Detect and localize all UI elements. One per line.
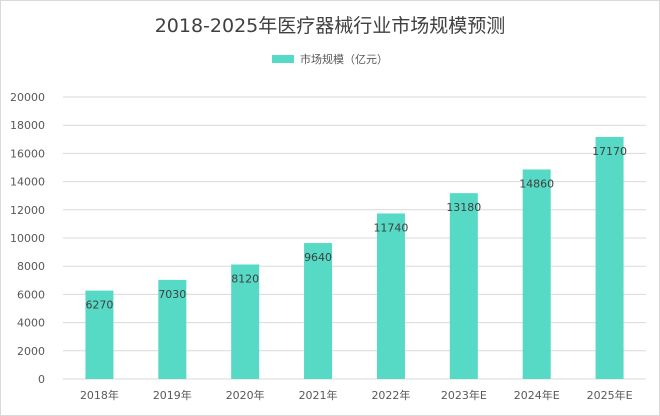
bar <box>158 279 187 379</box>
bar <box>595 136 624 379</box>
bar <box>231 264 260 379</box>
data-label: 11740 <box>373 221 408 234</box>
x-tick-label: 2018年 <box>80 388 119 402</box>
x-tick-label: 2025年E <box>587 388 633 402</box>
x-tick-label: 2022年 <box>371 388 410 402</box>
y-tick-label: 14000 <box>10 176 45 189</box>
x-tick-label: 2024年E <box>514 388 560 402</box>
y-tick-label: 2000 <box>17 345 45 358</box>
chart-title: 2018-2025年医疗器械行业市场规模预测 <box>154 15 506 37</box>
x-tick-label: 2023年E <box>441 388 487 402</box>
x-tick-label: 2019年 <box>153 388 192 402</box>
data-label: 17170 <box>592 145 627 158</box>
data-label: 8120 <box>231 273 259 286</box>
y-tick-label: 16000 <box>10 147 45 160</box>
y-tick-label: 18000 <box>10 119 45 132</box>
bar <box>85 290 114 379</box>
y-tick-label: 10000 <box>10 232 45 245</box>
data-label: 6270 <box>85 299 113 312</box>
legend-label: 市场规模（亿元） <box>300 53 388 66</box>
bar <box>522 169 551 379</box>
chart-legend: 市场规模（亿元） <box>1 51 659 67</box>
data-label: 9640 <box>304 251 332 264</box>
bar <box>449 193 478 379</box>
y-tick-label: 20000 <box>10 91 45 104</box>
y-tick-label: 6000 <box>17 288 45 301</box>
y-tick-label: 4000 <box>17 317 45 330</box>
data-label: 14860 <box>519 177 554 190</box>
bar <box>376 213 405 379</box>
legend-swatch <box>272 55 294 63</box>
y-tick-label: 0 <box>38 373 45 386</box>
data-label: 13180 <box>446 201 481 214</box>
y-tick-label: 12000 <box>10 204 45 217</box>
data-label: 7030 <box>158 288 186 301</box>
bar <box>304 243 333 379</box>
x-tick-label: 2021年 <box>299 388 338 402</box>
y-tick-label: 8000 <box>17 260 45 273</box>
x-tick-label: 2020年 <box>226 388 265 402</box>
